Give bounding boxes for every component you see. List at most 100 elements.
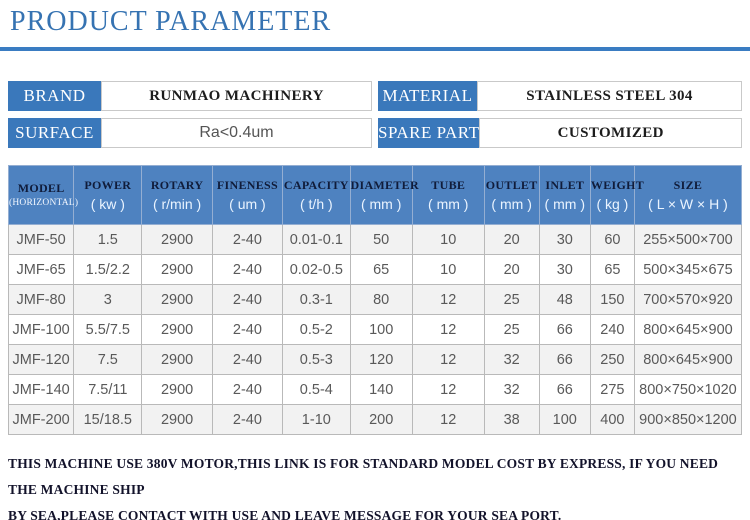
- header-cell: WEIGHT( kg ): [589, 165, 644, 225]
- shipping-note: THIS MACHINE USE 380V MOTOR,THIS LINK IS…: [8, 451, 744, 520]
- table-cell: JMF-80: [7, 284, 75, 315]
- table-cell: 32: [483, 344, 540, 375]
- table-cell: 7.5/11: [73, 374, 143, 405]
- table-cell: 400: [589, 404, 635, 435]
- table-cell: 30: [538, 224, 591, 255]
- surface-label: SURFACE: [8, 118, 101, 148]
- table-cell: 12: [411, 284, 485, 315]
- table-cell: 0.5-3: [282, 344, 351, 375]
- table-cell: 2-40: [211, 224, 284, 255]
- header-cell: TUBE( mm ): [411, 165, 485, 225]
- table-cell: 25: [483, 284, 540, 315]
- surface-value: Ra<0.4um: [101, 118, 372, 148]
- table-cell: 2900: [141, 224, 213, 255]
- header-cell: SIZE( L × W × H ): [633, 165, 743, 225]
- table-cell: 7.5: [73, 344, 143, 375]
- table-cell: 2900: [141, 284, 213, 315]
- info-row-surface: SURFACE Ra<0.4um: [8, 118, 372, 148]
- material-value: STAINLESS STEEL 304: [477, 81, 742, 111]
- table-cell: 2-40: [211, 314, 284, 345]
- table-cell: 60: [589, 224, 635, 255]
- table-cell: 250: [589, 344, 635, 375]
- table-cell: 50: [349, 224, 413, 255]
- brand-label: BRAND: [8, 81, 101, 111]
- table-cell: 25: [483, 314, 540, 345]
- table-cell: 2-40: [211, 404, 284, 435]
- table-cell: 12: [411, 374, 485, 405]
- table-row: JMF-65 1.5/2.2 2900 2-40 0.02-0.5 65 10 20 30 65 5…: [7, 254, 743, 285]
- table-cell: 700×570×920: [633, 284, 743, 315]
- header-cell: FINENESS( um ): [211, 165, 284, 225]
- table-row: JMF-80 3 2900 2-40 0.3-1 80 12 25 48 150 700×570×9…: [7, 284, 743, 315]
- table-cell: 100: [538, 404, 591, 435]
- table-cell: 200: [349, 404, 413, 435]
- table-cell: 65: [589, 254, 635, 285]
- header-cell: CAPACITY( t/h ): [282, 165, 351, 225]
- table-cell: 80: [349, 284, 413, 315]
- header-cell: DIAMETER( mm ): [349, 165, 419, 225]
- info-row-brand: BRAND RUNMAO MACHINERY: [8, 81, 372, 111]
- table-cell: 1.5/2.2: [73, 254, 143, 285]
- table-cell: 20: [483, 224, 540, 255]
- table-cell: JMF-50: [7, 224, 75, 255]
- info-row-spare-part: SPARE PART CUSTOMIZED: [378, 118, 742, 148]
- table-cell: 240: [589, 314, 635, 345]
- table-cell: 900×850×1200: [633, 404, 743, 435]
- info-grid: BRAND RUNMAO MACHINERY MATERIAL STAINLES…: [8, 81, 742, 148]
- table-cell: 2900: [141, 254, 213, 285]
- table-cell: 48: [538, 284, 591, 315]
- table-cell: 800×645×900: [633, 344, 743, 375]
- table-cell: 66: [538, 374, 591, 405]
- table-cell: 0.3-1: [282, 284, 351, 315]
- table-row: JMF-120 7.5 2900 2-40 0.5-3 120 12 32 66 250 800×6…: [7, 344, 743, 375]
- table-cell: JMF-120: [7, 344, 75, 375]
- header-cell: MODEL (HORIZONTAL): [7, 165, 78, 225]
- material-label: MATERIAL: [378, 81, 477, 111]
- table-cell: 0.5-4: [282, 374, 351, 405]
- page-title: PRODUCT PARAMETER: [10, 6, 332, 37]
- shipping-note-line2: BY SEA,PLEASE CONTACT WITH USE AND LEAVE…: [8, 508, 562, 520]
- table-cell: 140: [349, 374, 413, 405]
- table-cell: JMF-140: [7, 374, 75, 405]
- table-row: JMF-140 7.5/11 2900 2-40 0.5-4 140 12 32 66 275 80…: [7, 374, 743, 405]
- table-cell: 120: [349, 344, 413, 375]
- table-row: JMF-200 15/18.5 2900 2-40 1-10 200 12 38 100 400 9…: [7, 404, 743, 435]
- table-cell: 12: [411, 314, 485, 345]
- table-body: JMF-50 1.5 2900 2-40 0.01-0.1 50 10 20 30 60 255×5…: [7, 224, 743, 435]
- table-cell: 0.5-2: [282, 314, 351, 345]
- table-cell: JMF-100: [7, 314, 75, 345]
- table-cell: 2900: [141, 344, 213, 375]
- table-cell: 2-40: [211, 344, 284, 375]
- table-cell: 255×500×700: [633, 224, 743, 255]
- table-cell: 65: [349, 254, 413, 285]
- table-header-row: MODEL (HORIZONTAL) POWER( kw ) ROTARY( r/mi…: [7, 165, 743, 225]
- table-cell: 0.01-0.1: [282, 224, 351, 255]
- table-cell: 15/18.5: [73, 404, 143, 435]
- table-cell: 500×345×675: [633, 254, 743, 285]
- table-cell: 800×750×1020: [633, 374, 743, 405]
- info-row-material: MATERIAL STAINLESS STEEL 304: [378, 81, 742, 111]
- table-header: MODEL (HORIZONTAL) POWER( kw ) ROTARY( r/mi…: [7, 165, 743, 225]
- product-parameter-table: MODEL (HORIZONTAL) POWER( kw ) ROTARY( r/mi…: [7, 165, 743, 435]
- table-cell: 2900: [141, 374, 213, 405]
- title-underline-rule: [0, 47, 750, 51]
- table-cell: 20: [483, 254, 540, 285]
- brand-value: RUNMAO MACHINERY: [101, 81, 372, 111]
- table-cell: 38: [483, 404, 540, 435]
- table-cell: 2-40: [211, 284, 284, 315]
- table-cell: 2-40: [211, 254, 284, 285]
- table-cell: 150: [589, 284, 635, 315]
- table-row: JMF-100 5.5/7.5 2900 2-40 0.5-2 100 12 25 66 240 8…: [7, 314, 743, 345]
- spare-part-value: CUSTOMIZED: [479, 118, 742, 148]
- table-cell: 66: [538, 344, 591, 375]
- header-cell: ROTARY( r/min ): [141, 165, 213, 225]
- table-cell: 12: [411, 404, 485, 435]
- table-cell: 2-40: [211, 374, 284, 405]
- table-row: JMF-50 1.5 2900 2-40 0.01-0.1 50 10 20 30 60 255×5…: [7, 224, 743, 255]
- table-cell: JMF-200: [7, 404, 75, 435]
- table-cell: 2900: [141, 314, 213, 345]
- shipping-note-line1: THIS MACHINE USE 380V MOTOR,THIS LINK IS…: [8, 456, 719, 497]
- table-cell: 12: [411, 344, 485, 375]
- table-cell: 0.02-0.5: [282, 254, 351, 285]
